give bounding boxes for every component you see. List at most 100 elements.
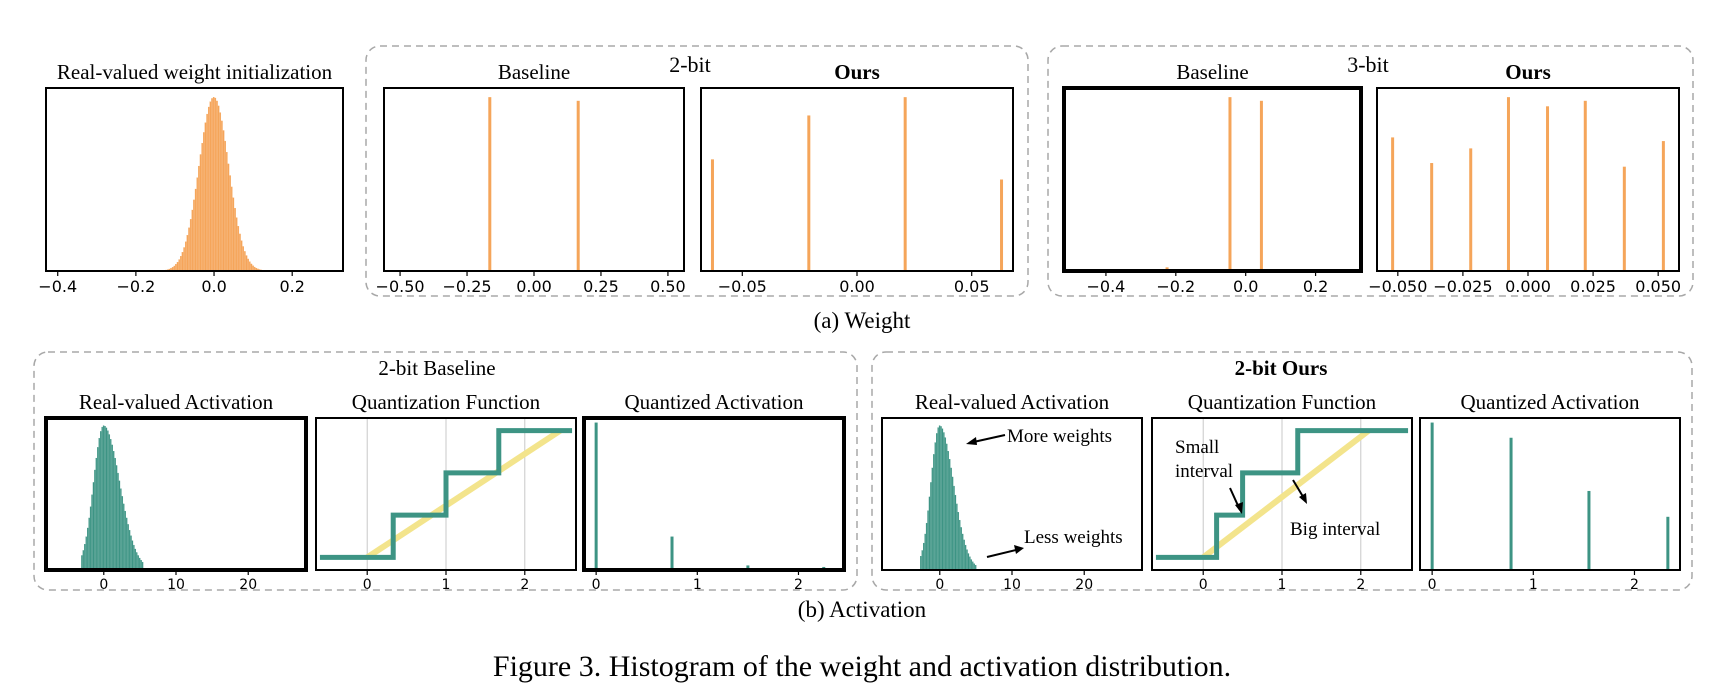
panel-title: Baseline <box>498 60 570 84</box>
histogram-bar <box>203 132 205 272</box>
histogram-bar <box>235 217 238 272</box>
axes-frame <box>383 87 685 272</box>
x-tick-label: 0.050 <box>1635 277 1681 296</box>
histogram-bar <box>959 519 961 571</box>
histogram-bar <box>247 258 249 272</box>
histogram-bar <box>240 240 243 272</box>
histogram-bar <box>130 535 132 571</box>
x-tick-label: −0.05 <box>718 277 767 296</box>
panel-w3_base: Baseline −0.4 −0.2 0.0 0.2 <box>1062 60 1363 296</box>
histogram-bar <box>121 496 124 571</box>
histogram-bar <box>114 457 116 571</box>
axes-frame <box>45 87 344 272</box>
histogram-bar <box>193 199 195 272</box>
weight-label: (a) Weight <box>814 308 911 333</box>
arrow-less-weights <box>986 548 1021 558</box>
histogram-bar <box>969 556 971 571</box>
panel-a_base_real: Real-valued Activation 0 10 20 <box>44 390 308 593</box>
histogram-bar <box>966 549 968 571</box>
histogram-bar <box>124 510 126 571</box>
group-box-2bit-weight <box>365 45 1029 297</box>
histogram-bar <box>105 427 108 571</box>
bar <box>1509 437 1513 570</box>
panel-title: Baseline <box>1176 60 1248 84</box>
histogram-bar <box>176 262 179 272</box>
histogram-bar <box>960 527 962 571</box>
annotation-more-weights: More weights <box>1007 426 1112 447</box>
bar <box>1666 516 1670 570</box>
group-title-2bit-ours: 2-bit Ours <box>1235 356 1328 380</box>
histogram-bar <box>970 559 973 571</box>
annotation-small-interval-2: interval <box>1175 461 1233 482</box>
histogram-bar <box>117 472 119 571</box>
panel-w2_base: Baseline −0.50 −0.25 0.00 0.25 0.50 <box>376 60 686 296</box>
panel-title: Quantization Function <box>352 390 541 414</box>
axes-frame <box>700 87 1014 272</box>
histogram-bar <box>242 246 244 272</box>
x-tick-label: 0.2 <box>1303 277 1328 296</box>
x-tick-label: 0.2 <box>279 277 304 296</box>
panel-w3_ours: Ours −0.050 −0.025 0.000 0.025 0.050 <box>1368 60 1681 296</box>
histogram-bar <box>92 482 95 571</box>
histogram-bar <box>204 122 207 272</box>
histogram-bar <box>199 154 202 272</box>
histogram-bar <box>198 165 200 272</box>
histogram-bar <box>944 437 947 571</box>
group-title-2bit-weight: 2-bit <box>669 52 711 77</box>
histogram-bar <box>100 431 102 571</box>
bar <box>1391 137 1395 271</box>
x-tick-label: 1 <box>1529 577 1538 593</box>
histogram-bar <box>964 544 967 571</box>
panel-a_ours_real: Real-valued Activation 0 10 20 <box>881 390 1143 593</box>
x-tick-label: −0.4 <box>1086 277 1125 296</box>
histogram-bar <box>221 120 223 272</box>
histogram-bar <box>234 207 236 272</box>
bar <box>1259 100 1263 271</box>
histogram-bar <box>928 496 931 571</box>
histogram-bar <box>927 510 929 571</box>
group-box-2bit-ours-activation <box>871 351 1693 591</box>
histogram-bar <box>185 241 187 272</box>
axes-frame <box>1376 87 1680 272</box>
group-box-3bit-weight <box>1047 45 1694 297</box>
panel-title: Real-valued Activation <box>79 390 274 414</box>
panel-a_ours_qf: Quantization Function 0 1 2 <box>1151 390 1413 593</box>
x-tick-label: 0.000 <box>1505 277 1551 296</box>
x-tick-label: −0.50 <box>376 277 425 296</box>
histogram-bar <box>85 536 87 571</box>
histogram-bar <box>207 106 210 272</box>
x-tick-label: 0 <box>935 577 944 593</box>
bar <box>807 115 811 271</box>
histogram-bar <box>949 459 951 571</box>
x-tick-label: 0.0 <box>1233 277 1258 296</box>
x-tick-label: 0.00 <box>516 277 552 296</box>
axes-frame <box>582 416 846 572</box>
histogram-bar <box>82 550 85 571</box>
x-tick-label: −0.25 <box>443 277 492 296</box>
histogram-bar <box>925 522 928 571</box>
histogram-bar <box>104 426 106 571</box>
histogram-bar <box>131 540 134 571</box>
x-tick-label: 0.50 <box>650 277 686 296</box>
histogram-bar <box>126 517 128 571</box>
bar <box>594 422 598 570</box>
bar <box>1506 97 1510 272</box>
histogram-bar <box>972 561 974 571</box>
annotation-small-interval-1: Small <box>1175 437 1219 458</box>
panel-w_real: Real-valued weight initialization −0.4 −0.… <box>38 60 344 296</box>
panels: Real-valued weight initialization −0.4 −0.… <box>38 60 1681 593</box>
x-tick-label: 2 <box>1356 577 1365 593</box>
histogram-bar <box>222 130 225 272</box>
histogram-bar <box>133 544 135 571</box>
panel-title: Quantized Activation <box>624 390 804 414</box>
histogram-bar <box>113 451 115 571</box>
histogram-bar <box>134 548 137 571</box>
panel-title: Real-valued Activation <box>915 390 1110 414</box>
histogram-bar <box>188 227 190 272</box>
bar <box>1622 166 1626 271</box>
axes-frame <box>1062 86 1363 273</box>
histogram-bar <box>120 488 122 571</box>
histogram-bar <box>943 432 945 571</box>
axes-frame <box>1419 417 1681 571</box>
histogram-bar <box>921 550 923 571</box>
